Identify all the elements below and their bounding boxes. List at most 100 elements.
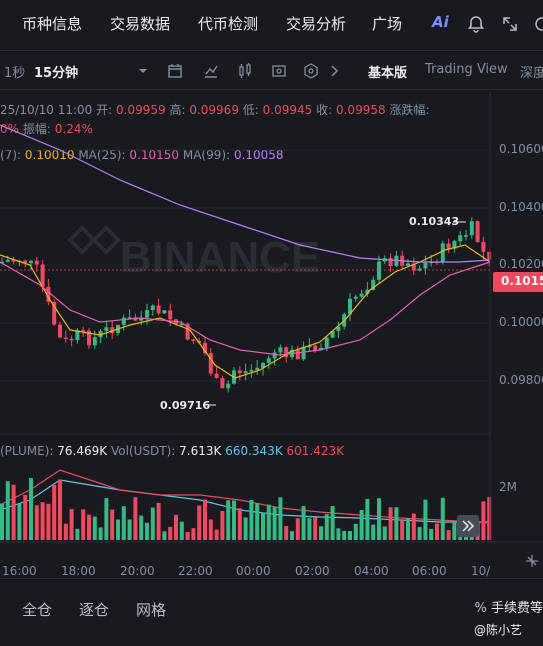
candle-body: [406, 263, 410, 266]
x-tick: 16:00: [2, 564, 37, 578]
low-marker: 0.09716: [160, 399, 211, 412]
tab-grid[interactable]: 网格: [136, 601, 167, 619]
volume-bar: [411, 513, 416, 540]
candle-body: [295, 349, 300, 360]
view-basic[interactable]: 基本版: [368, 66, 408, 81]
candle-body: [46, 286, 51, 302]
tab-square[interactable]: 广场: [372, 15, 403, 33]
low-value: 0.09945: [262, 103, 313, 117]
view-tradingview[interactable]: Trading View: [425, 62, 508, 77]
volume-bar: [284, 526, 289, 540]
fee-link[interactable]: % 手续费等: [474, 601, 543, 616]
volume-bar: [295, 518, 300, 540]
volume-bar: [0, 503, 4, 540]
interval-15m[interactable]: 15分钟: [34, 66, 79, 81]
tab-cross-margin[interactable]: 全仓: [22, 601, 53, 619]
volume-bar: [243, 517, 248, 540]
volume-bar: [382, 526, 387, 540]
tab-isolated-margin[interactable]: 逐仓: [79, 601, 110, 619]
axis-settings-icon[interactable]: [523, 552, 541, 570]
ai-icon[interactable]: Ai: [432, 13, 449, 31]
volume-bar: [324, 514, 329, 540]
volume-bar: [46, 503, 51, 540]
candle-body: [69, 338, 74, 341]
candle-body: [348, 298, 352, 315]
candle-body: [81, 330, 86, 332]
tab-coin-info[interactable]: 币种信息: [22, 15, 83, 33]
candle-body: [127, 317, 132, 319]
volume-bar: [255, 502, 260, 540]
x-tick: 20:00: [120, 564, 155, 578]
settings-icon[interactable]: [532, 14, 543, 34]
volume-bar: [81, 509, 86, 540]
indicator-icon[interactable]: [202, 62, 220, 80]
volume-bar: [52, 484, 57, 540]
candle-body: [458, 235, 463, 242]
ma99-line: [0, 124, 491, 263]
bell-icon[interactable]: [466, 14, 486, 34]
high-value: 0.09969: [189, 103, 239, 117]
volume-bar: [232, 500, 236, 540]
candle-body: [249, 369, 254, 372]
candles-icon[interactable]: [236, 62, 254, 80]
volume-bar: [121, 506, 126, 540]
volume-bar: [290, 531, 294, 540]
high-marker: 0.10343: [409, 215, 460, 228]
vol-tick: 2M: [499, 480, 517, 494]
ma7-line: [0, 244, 491, 379]
volume-bar: [58, 479, 62, 540]
interval-1s[interactable]: 1秒: [4, 66, 26, 81]
tab-trade-data[interactable]: 交易数据: [110, 15, 171, 33]
volume-bar: [69, 509, 74, 540]
x-tick: 10/: [471, 564, 491, 578]
candle-body: [150, 305, 155, 311]
candle-body: [440, 243, 445, 262]
scroll-right-icon[interactable]: [457, 515, 479, 537]
volume-bar: [150, 507, 155, 540]
volume-bar: [104, 498, 109, 540]
volume-bar: [348, 530, 352, 540]
volume-bar: [116, 519, 120, 540]
candle-body: [110, 327, 115, 334]
candle-body: [11, 260, 16, 262]
volume-bar: [249, 499, 254, 540]
volume-bar: [139, 515, 144, 540]
candlestick-chart[interactable]: BINANCE: [0, 0, 543, 578]
candle-body: [464, 235, 468, 237]
volume-bar: [87, 514, 91, 540]
view-depth[interactable]: 深度: [520, 66, 543, 81]
x-tick: 00:00: [236, 564, 271, 578]
candle-body: [179, 323, 184, 326]
tab-trade-analysis[interactable]: 交易分析: [286, 15, 347, 33]
open-value: 0.09959: [116, 103, 166, 117]
candle-body: [301, 346, 306, 360]
volume-bar: [435, 523, 439, 540]
caret-down-icon[interactable]: [134, 62, 152, 80]
candle-body: [359, 293, 364, 297]
tab-token-check[interactable]: 代币检测: [198, 15, 259, 33]
chevron-right-icon[interactable]: [326, 62, 344, 80]
volume-bar: [226, 500, 231, 540]
candle-body: [330, 330, 335, 338]
ma25-value: 0.10150: [129, 148, 180, 162]
settings-small-icon[interactable]: [302, 62, 320, 80]
vol-val-4: 601.423K: [286, 444, 345, 458]
volume-bar: [394, 507, 399, 540]
volume-bar: [266, 504, 271, 540]
candle-body: [40, 264, 45, 287]
binance-logo-icon: [67, 225, 121, 255]
candle-body: [255, 367, 260, 370]
ma25-label: MA(25):: [78, 148, 126, 162]
candle-body: [261, 362, 265, 368]
candle-body: [29, 260, 33, 263]
candle-body: [481, 241, 486, 252]
candle-body: [237, 370, 242, 374]
calendar-icon[interactable]: [166, 62, 184, 80]
expand-icon[interactable]: [500, 14, 520, 34]
volume-bar: [371, 524, 376, 540]
screenshot-icon[interactable]: [270, 62, 288, 80]
volume-bar: [40, 502, 45, 540]
volume-bar: [63, 523, 68, 540]
